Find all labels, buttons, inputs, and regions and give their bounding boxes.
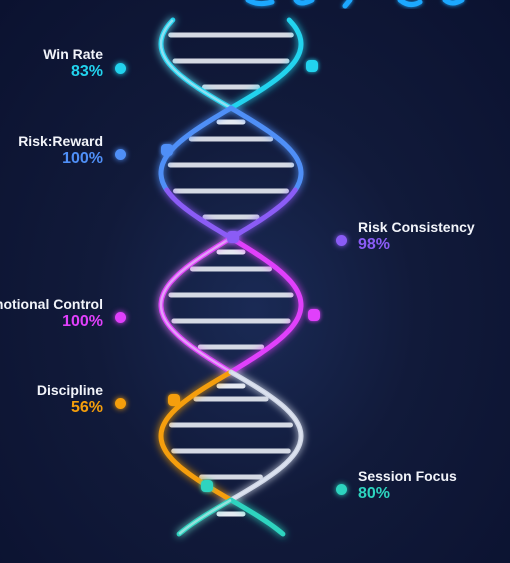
helix-strand-segment — [164, 187, 234, 241]
metric-label: Win Rate — [43, 46, 103, 62]
metric-value: 83% — [70, 63, 103, 80]
metric-value: 98% — [358, 236, 391, 253]
metric-marker-dot — [336, 484, 347, 495]
metric-marker-dot — [115, 63, 126, 74]
metric-value: 80% — [358, 485, 391, 502]
metric-risk-reward: Risk:Reward 100% — [18, 133, 103, 167]
helix-strand-segment — [158, 369, 234, 503]
metric-marker-dot — [336, 235, 347, 246]
helix-strand-highlight — [230, 370, 303, 502]
metric-label: Risk Consistency — [358, 219, 475, 235]
helix-strand-segment — [228, 497, 286, 537]
helix-rungs — [167, 32, 295, 517]
metric-label: Session Focus — [358, 468, 457, 484]
metric-session-focus: Session Focus 80% — [358, 468, 457, 502]
title-fragment — [245, 0, 465, 9]
metric-value: 100% — [62, 313, 103, 330]
metric-value: 100% — [62, 150, 103, 167]
helix-strand-highlight — [159, 19, 232, 110]
helix-node — [227, 231, 239, 243]
helix-node — [201, 480, 213, 492]
helix-strand-segment — [228, 187, 298, 241]
helix-strands — [158, 17, 304, 537]
helix-strand-segment — [228, 17, 304, 111]
metric-label: Risk:Reward — [18, 133, 103, 149]
helix-strand-highlight — [178, 498, 232, 535]
helix-node — [168, 394, 180, 406]
metric-marker-dot — [115, 312, 126, 323]
metric-discipline: Discipline 56% — [37, 382, 103, 416]
metric-marker-dot — [115, 149, 126, 160]
helix-node — [161, 144, 173, 156]
helix-strand-segment — [228, 235, 304, 375]
metric-marker-dot — [115, 398, 126, 409]
metric-value: 56% — [70, 399, 103, 416]
metric-label: Discipline — [36, 382, 103, 398]
metric-label: Emotional Control — [0, 296, 103, 312]
helix-strand-highlight — [159, 236, 232, 374]
helix-node — [308, 309, 320, 321]
metric-emotional-control: Emotional Control 100% — [0, 296, 103, 330]
helix-nodes — [161, 60, 320, 492]
helix-strand-segment — [228, 369, 304, 503]
metric-risk-consistency: Risk Consistency 98% — [358, 219, 475, 253]
helix-strand-segment — [158, 235, 234, 375]
helix-strand-segment — [228, 105, 304, 193]
metric-win-rate: Win Rate 83% — [43, 46, 103, 80]
helix-node — [306, 60, 318, 72]
